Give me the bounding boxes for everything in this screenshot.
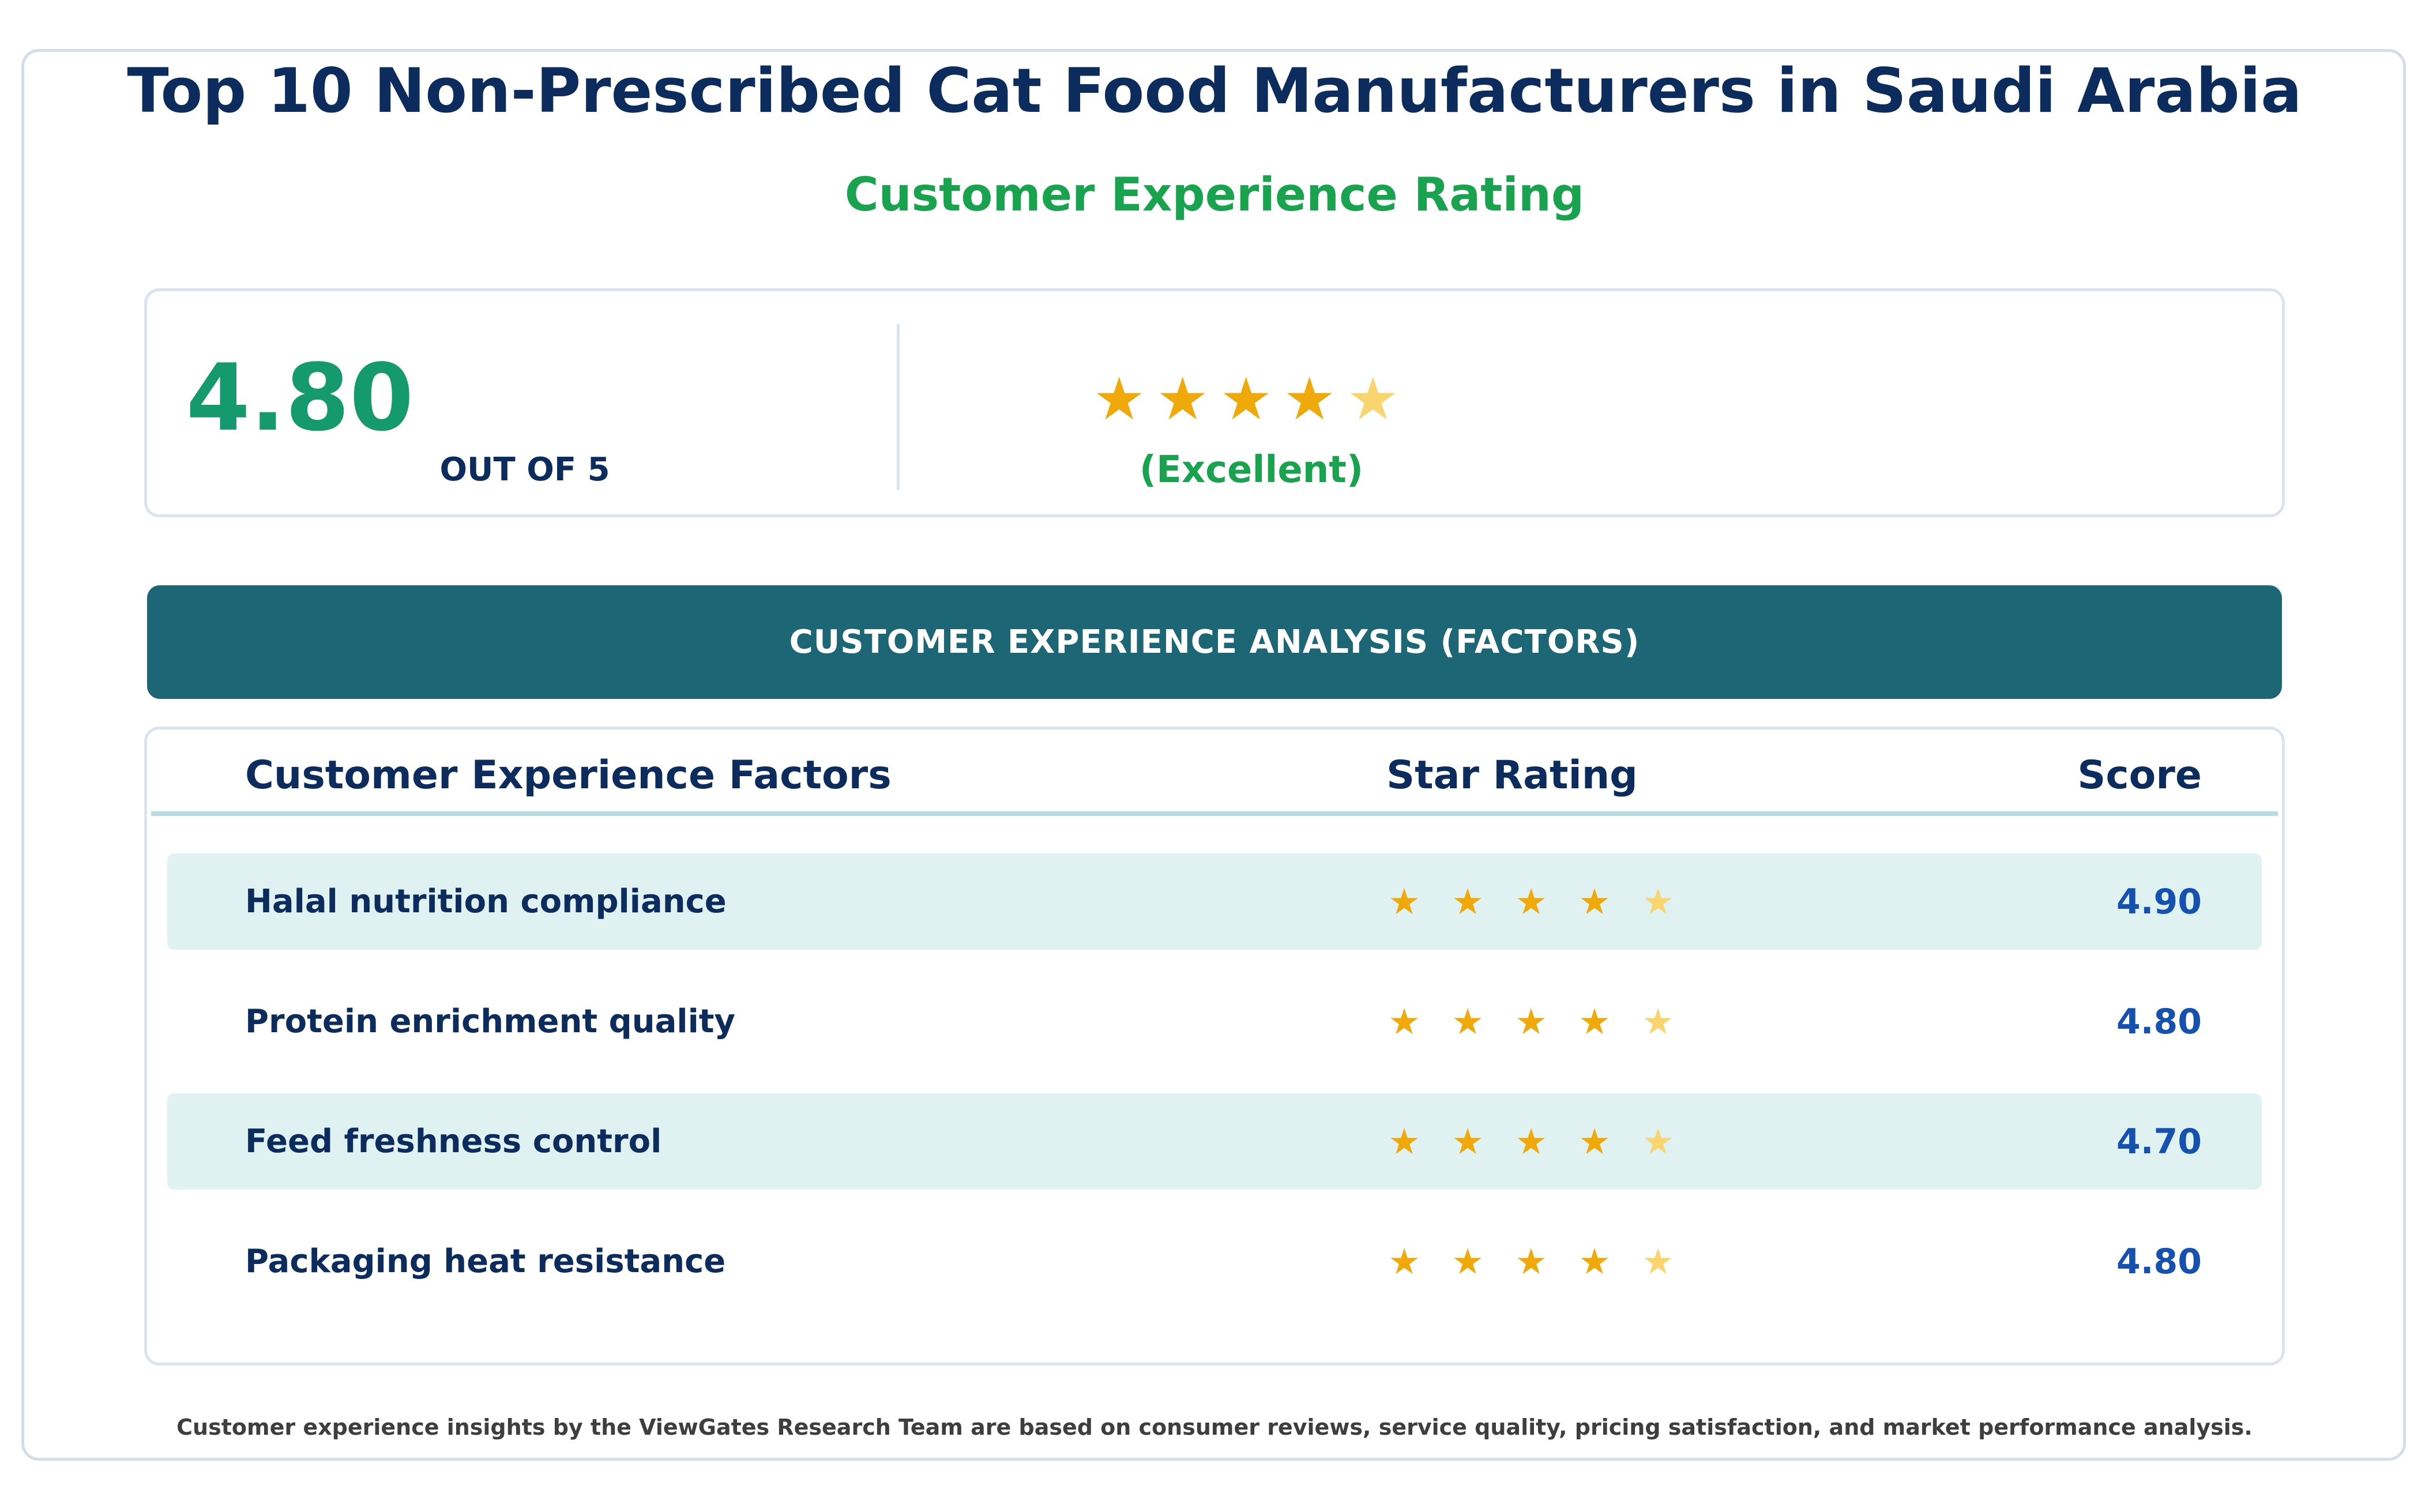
column-header-factor: Customer Experience Factors [245, 753, 892, 798]
factor-star-rating: ★ ★ ★ ★ ★ [1384, 1213, 1678, 1310]
star-icon: ★ [1515, 1000, 1547, 1043]
table-row: Protein enrichment quality ★ ★ ★ ★ ★ 4.80 [167, 973, 2262, 1070]
star-icon: ★ [1578, 1240, 1611, 1282]
table-row: Halal nutrition compliance ★ ★ ★ ★ ★ 4.90 [167, 853, 2262, 950]
factor-star-rating: ★ ★ ★ ★ ★ [1384, 1093, 1678, 1190]
page-title: Top 10 Non-Prescribed Cat Food Manufactu… [127, 55, 2302, 126]
star-icon: ★ [1515, 1240, 1547, 1282]
star-icon: ★ [1388, 880, 1420, 923]
factor-star-rating: ★ ★ ★ ★ ★ [1384, 853, 1678, 950]
page-subtitle: Customer Experience Rating [844, 168, 1585, 221]
overall-star-rating: ★ ★ ★ ★ ★ [1093, 362, 1400, 437]
star-icon: ★ [1642, 1120, 1674, 1163]
summary-divider [897, 324, 900, 490]
overall-score: 4.80 [186, 344, 414, 452]
factor-score: 4.80 [2116, 1241, 2202, 1282]
table-row: Feed freshness control ★ ★ ★ ★ ★ 4.70 [167, 1093, 2262, 1190]
star-icon: ★ [1578, 1120, 1611, 1163]
star-icon: ★ [1515, 880, 1547, 923]
factor-score: 4.70 [2116, 1121, 2202, 1162]
column-header-score: Score [2077, 753, 2202, 798]
star-icon: ★ [1283, 365, 1336, 434]
star-icon: ★ [1388, 1120, 1420, 1163]
star-icon: ★ [1388, 1240, 1420, 1282]
star-icon: ★ [1642, 880, 1674, 923]
factor-score: 4.80 [2116, 1001, 2202, 1042]
footnote: Customer experience insights by the View… [176, 1415, 2253, 1440]
star-icon: ★ [1388, 1000, 1420, 1043]
star-icon: ★ [1452, 1120, 1484, 1163]
factors-section-banner: CUSTOMER EXPERIENCE ANALYSIS (FACTORS) [147, 585, 2282, 699]
overall-scale-label: OUT OF 5 [439, 451, 610, 488]
star-icon: ★ [1515, 1120, 1547, 1163]
table-header-divider [151, 811, 2278, 816]
factor-score: 4.90 [2116, 881, 2202, 922]
factors-table [144, 727, 2285, 1366]
factor-label: Halal nutrition compliance [245, 883, 727, 920]
star-icon: ★ [1642, 1000, 1674, 1043]
star-icon: ★ [1093, 365, 1146, 434]
overall-rating-label: (Excellent) [1139, 449, 1364, 491]
star-icon: ★ [1578, 880, 1611, 923]
factor-label: Feed freshness control [245, 1123, 662, 1160]
factor-label: Protein enrichment quality [245, 1003, 736, 1040]
factor-star-rating: ★ ★ ★ ★ ★ [1384, 973, 1678, 1070]
star-icon: ★ [1452, 880, 1484, 923]
star-icon: ★ [1452, 1240, 1484, 1282]
overall-rating-card [144, 288, 2285, 517]
star-icon: ★ [1642, 1240, 1674, 1282]
column-header-star-rating: Star Rating [1386, 753, 1638, 798]
star-icon: ★ [1452, 1000, 1484, 1043]
star-icon: ★ [1220, 365, 1273, 434]
report-card [21, 49, 2406, 1461]
star-icon: ★ [1578, 1000, 1611, 1043]
star-icon: ★ [1347, 365, 1400, 434]
star-icon: ★ [1156, 365, 1209, 434]
factor-label: Packaging heat resistance [245, 1243, 726, 1280]
table-row: Packaging heat resistance ★ ★ ★ ★ ★ 4.80 [167, 1213, 2262, 1310]
